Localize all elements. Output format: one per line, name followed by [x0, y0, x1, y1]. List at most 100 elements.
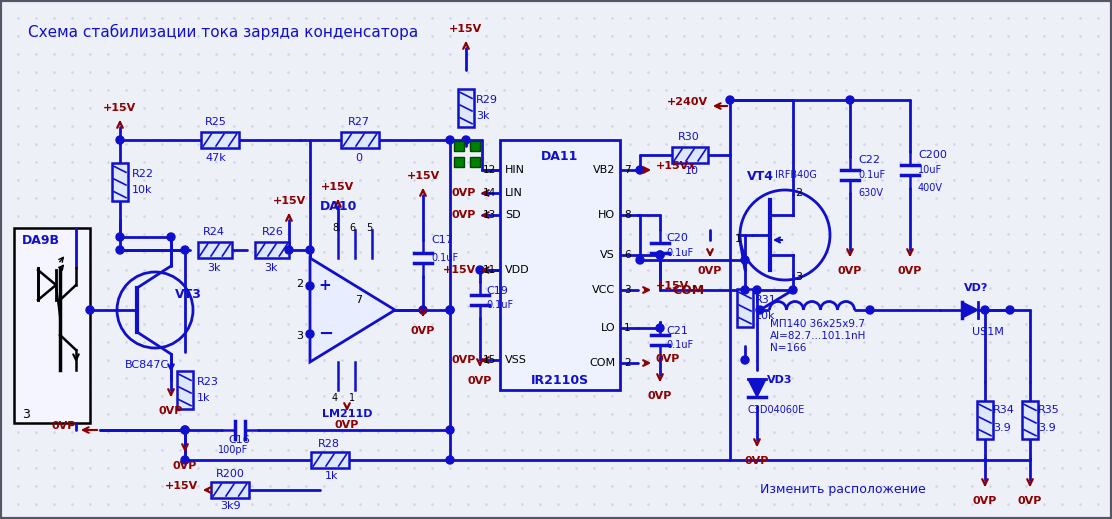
- Text: Схема стабилизации тока заряда конденсатора: Схема стабилизации тока заряда конденсат…: [28, 24, 418, 40]
- Text: 0VP: 0VP: [656, 354, 681, 364]
- Circle shape: [866, 306, 874, 314]
- Text: 0VP: 0VP: [451, 188, 476, 198]
- Text: 3: 3: [296, 331, 302, 341]
- Text: VT4: VT4: [747, 171, 774, 184]
- Text: 7: 7: [624, 165, 631, 175]
- Text: IR2110S: IR2110S: [530, 374, 589, 387]
- Text: 0.1uF: 0.1uF: [666, 340, 693, 350]
- Text: 47k: 47k: [205, 153, 226, 163]
- Circle shape: [846, 96, 854, 104]
- Text: 7: 7: [355, 295, 363, 305]
- Text: C21: C21: [666, 326, 688, 336]
- Circle shape: [446, 456, 454, 464]
- Text: +: +: [318, 279, 330, 294]
- Circle shape: [306, 282, 314, 290]
- Circle shape: [446, 136, 454, 144]
- Text: R29: R29: [476, 95, 498, 105]
- Text: 1: 1: [349, 393, 355, 403]
- Text: R35: R35: [1037, 405, 1060, 415]
- Text: R24: R24: [203, 227, 225, 237]
- Circle shape: [656, 251, 664, 259]
- Text: 2: 2: [296, 279, 304, 289]
- Text: 0VP: 0VP: [468, 376, 493, 386]
- Text: VCC: VCC: [592, 285, 615, 295]
- Circle shape: [419, 306, 427, 314]
- Text: 0VP: 0VP: [451, 355, 476, 365]
- Circle shape: [285, 246, 292, 254]
- Text: US1M: US1M: [972, 327, 1004, 337]
- Text: 3: 3: [795, 272, 802, 282]
- Bar: [177, 371, 193, 409]
- Text: 0VP: 0VP: [410, 326, 435, 336]
- Text: HIN: HIN: [505, 165, 525, 175]
- Text: R26: R26: [262, 227, 284, 237]
- Text: 15: 15: [483, 355, 496, 365]
- Text: 3k: 3k: [207, 263, 220, 273]
- Circle shape: [981, 306, 989, 314]
- Text: C19: C19: [486, 286, 508, 296]
- Text: 100pF: 100pF: [218, 445, 248, 455]
- Text: C22: C22: [858, 155, 880, 165]
- Text: 12: 12: [483, 165, 496, 175]
- Text: SD: SD: [505, 210, 520, 220]
- Text: +15V: +15V: [272, 196, 306, 206]
- Text: VD?: VD?: [964, 283, 989, 293]
- Text: 2: 2: [795, 188, 802, 198]
- Circle shape: [656, 324, 664, 332]
- Bar: [458, 89, 474, 127]
- Text: R31: R31: [755, 295, 777, 305]
- Circle shape: [636, 166, 644, 174]
- Circle shape: [741, 356, 749, 364]
- Text: 1k: 1k: [325, 471, 338, 481]
- Text: HO: HO: [598, 210, 615, 220]
- Text: 0VP: 0VP: [172, 461, 197, 471]
- Text: R34: R34: [993, 405, 1015, 415]
- Polygon shape: [748, 379, 766, 397]
- Text: 8: 8: [332, 223, 338, 233]
- Circle shape: [306, 246, 314, 254]
- Text: 0VP: 0VP: [897, 266, 922, 276]
- Text: 3: 3: [22, 408, 30, 421]
- Text: 1: 1: [624, 323, 631, 333]
- Circle shape: [446, 306, 454, 314]
- Text: 630V: 630V: [858, 188, 883, 198]
- Text: +15V: +15V: [406, 171, 439, 181]
- Text: 0: 0: [355, 153, 363, 163]
- Circle shape: [181, 426, 189, 434]
- Text: 10k: 10k: [132, 185, 152, 195]
- Circle shape: [116, 233, 125, 241]
- Text: C16: C16: [228, 435, 250, 445]
- Text: 400V: 400V: [919, 183, 943, 193]
- Bar: [112, 163, 128, 201]
- Text: C200: C200: [919, 150, 947, 160]
- Circle shape: [756, 306, 764, 314]
- Text: 6: 6: [349, 223, 355, 233]
- Polygon shape: [310, 258, 395, 362]
- Text: 3: 3: [624, 285, 631, 295]
- Bar: [470, 157, 480, 167]
- Text: VB2: VB2: [593, 165, 615, 175]
- Bar: [311, 452, 349, 468]
- Circle shape: [181, 426, 189, 434]
- Text: 5: 5: [366, 223, 373, 233]
- Text: COM: COM: [672, 283, 704, 296]
- Text: 10: 10: [685, 166, 699, 176]
- Bar: [470, 141, 480, 151]
- Text: R28: R28: [318, 439, 340, 449]
- Text: COM: COM: [589, 358, 615, 368]
- Text: BC847C: BC847C: [125, 360, 169, 370]
- Circle shape: [461, 136, 470, 144]
- Text: C20: C20: [666, 233, 688, 243]
- Bar: [1022, 401, 1037, 439]
- Bar: [201, 132, 239, 148]
- Text: R25: R25: [205, 117, 227, 127]
- Text: +240V: +240V: [667, 97, 708, 107]
- Text: 3k: 3k: [476, 111, 489, 121]
- Text: +15V: +15V: [656, 281, 689, 291]
- Text: +15V: +15V: [165, 481, 198, 491]
- Circle shape: [116, 136, 125, 144]
- Circle shape: [656, 251, 664, 259]
- Circle shape: [636, 256, 644, 264]
- Bar: [454, 157, 464, 167]
- Text: 0VP: 0VP: [698, 266, 722, 276]
